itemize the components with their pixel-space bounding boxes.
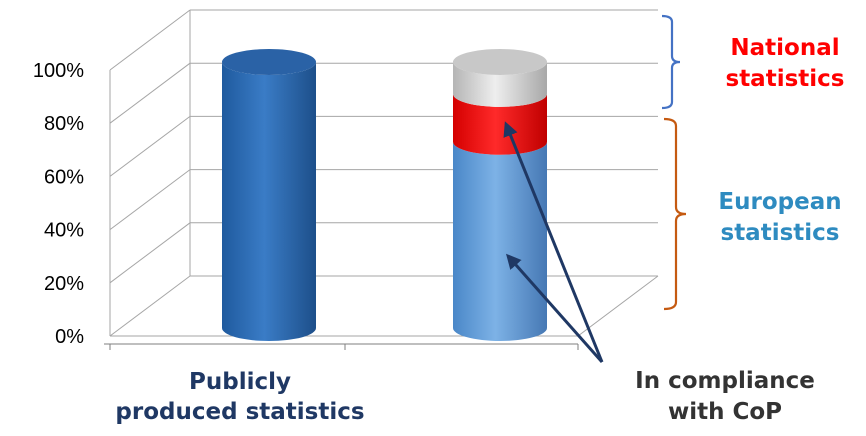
bar-publicly-produced (222, 49, 316, 341)
cop-line2: with CoP (667, 399, 783, 425)
bar-european-segment (453, 141, 547, 341)
side-wall-gridline (109, 9, 191, 71)
bar-red-segment-body (453, 93, 547, 155)
category-label-line1: Publicly (189, 369, 291, 395)
national-line2: statistics (725, 66, 845, 92)
bar-publicly-produced-top (222, 49, 316, 75)
national-statistics-label: National statistics (705, 33, 865, 95)
cop-arrow-red (503, 121, 604, 363)
annotation-graphics (503, 14, 687, 363)
y-tick-label: 0% (55, 326, 84, 348)
chart-walls (104, 9, 659, 350)
national-bracket (661, 14, 681, 110)
floor-edge (110, 275, 659, 337)
cop-arrow-blue (506, 253, 604, 363)
bar-european-segment-body (453, 141, 547, 341)
bar-publicly-produced-body (222, 62, 316, 341)
y-axis-ticks: 0% 20% 40% 60% 80% 100% (33, 60, 84, 348)
y-tick-label: 60% (44, 166, 84, 188)
cop-compliance-label: In compliance with CoP (615, 366, 835, 428)
european-line1: European (718, 189, 842, 215)
y-tick-label: 40% (44, 220, 84, 242)
cylinder-bars (222, 49, 547, 341)
bar-grey-segment-body (453, 62, 547, 107)
y-tick-label: 20% (44, 273, 84, 295)
bar-grey-segment (453, 49, 547, 107)
side-wall-gridline (109, 169, 191, 231)
side-wall-gridline (109, 275, 191, 337)
side-wall-gridline (109, 116, 191, 177)
side-wall-gridline (109, 62, 191, 124)
cop-line1: In compliance (635, 368, 815, 394)
bar-red-segment (453, 93, 547, 155)
european-line2: statistics (720, 220, 840, 246)
category-label-line2: produced statistics (115, 399, 365, 425)
european-statistics-label: European statistics (695, 187, 865, 249)
y-tick-label: 100% (33, 60, 84, 82)
european-bracket (663, 117, 687, 311)
national-line1: National (730, 35, 840, 61)
category-label-1: Publicly produced statistics (95, 367, 385, 427)
y-tick-label: 80% (44, 113, 84, 135)
bar-grey-segment-top (453, 49, 547, 75)
side-wall-gridline (109, 222, 191, 284)
